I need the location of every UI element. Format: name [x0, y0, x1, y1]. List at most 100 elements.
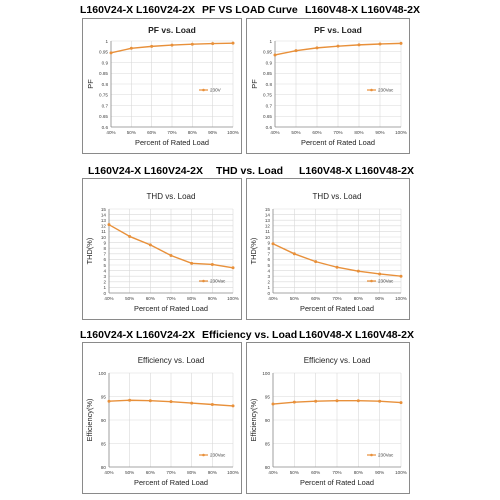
section-title-center: PF VS LOAD Curve — [202, 4, 298, 16]
data-point — [378, 42, 382, 46]
x-tick-label: 90% — [375, 470, 384, 475]
y-axis-label: Efficiency(%) — [249, 399, 258, 442]
y-tick-label: 0.6 — [102, 125, 109, 130]
x-tick-label: 50% — [290, 470, 299, 475]
x-tick-label: 100% — [395, 130, 407, 135]
y-tick-label: 2 — [103, 280, 106, 285]
data-point — [292, 400, 296, 404]
chart-title: PF vs. Load — [314, 25, 362, 35]
y-axis-label: PF — [86, 79, 95, 89]
chart-panel-thd-24: THD vs. Load 0 1 2 3 4 5 6 7 8 9 10 11 12 13 14 15 40% 50%… — [82, 178, 242, 320]
data-point — [271, 402, 275, 406]
efficiency-chart-left: Efficiency vs. Load 80 85 90 95 100 40% 50% 60% 7… — [85, 356, 239, 487]
y-tick-label: 4 — [103, 268, 106, 273]
legend-label: 230Vac — [210, 279, 226, 284]
y-tick-label: 5 — [103, 263, 106, 268]
data-point — [210, 262, 214, 266]
data-point — [399, 274, 403, 278]
y-tick-label: 0.9 — [102, 60, 109, 65]
data-point — [399, 401, 403, 405]
y-tick-label: 15 — [101, 207, 107, 212]
y-tick-label: 13 — [101, 218, 107, 223]
data-point — [356, 269, 360, 273]
y-tick-label: 85 — [101, 441, 107, 446]
x-tick-label: 60% — [312, 130, 321, 135]
y-tick-label: 15 — [265, 207, 271, 212]
y-tick-label: 8 — [103, 246, 106, 251]
y-tick-label: 7 — [267, 252, 270, 257]
section-title-right: L160V48-X L160V48-2X — [305, 4, 420, 16]
y-tick-label: 10 — [265, 235, 271, 240]
section-title-row: L160V24-X L160V24-2X PF VS LOAD Curve L1… — [80, 2, 420, 18]
x-tick-label: 90% — [208, 470, 217, 475]
y-tick-label: 3 — [103, 274, 106, 279]
data-point — [378, 399, 382, 403]
x-axis-label: Percent of Rated Load — [134, 304, 208, 313]
x-tick-label: 60% — [146, 470, 155, 475]
section-title-right: L160V48-X L160V48-2X — [299, 329, 414, 341]
data-point — [129, 46, 133, 50]
x-tick-label: 70% — [166, 470, 175, 475]
y-tick-label: 0.95 — [99, 50, 108, 55]
data-point — [148, 399, 152, 403]
x-axis-label: Percent of Rated Load — [300, 478, 374, 487]
x-tick-label: 100% — [395, 470, 407, 475]
x-tick-label: 100% — [395, 296, 407, 301]
y-tick-label: 95 — [101, 394, 107, 399]
legend-marker — [370, 453, 373, 457]
data-point — [128, 234, 132, 238]
y-tick-label: 0.65 — [99, 114, 108, 119]
legend-label: 230Vac — [378, 279, 394, 284]
x-tick-label: 90% — [208, 130, 217, 135]
legend-label: 230Vac — [378, 453, 394, 458]
data-point — [231, 41, 235, 45]
y-tick-label: 0.8 — [102, 82, 109, 87]
data-point — [231, 404, 235, 408]
x-tick-label: 60% — [147, 130, 156, 135]
chart-panel-pf-48: PF vs. Load 0.6 0.65 0.7 0.75 0.8 0.85 0.9 0.95 1… — [246, 18, 410, 154]
y-tick-label: 80 — [265, 465, 271, 470]
x-axis-label: Percent of Rated Load — [300, 304, 374, 313]
y-tick-label: 1 — [103, 285, 106, 290]
data-point — [169, 400, 173, 404]
legend-marker — [202, 279, 205, 283]
y-tick-label: 3 — [267, 274, 270, 279]
y-tick-label: 0.7 — [102, 103, 109, 108]
data-point — [314, 260, 318, 264]
data-point — [273, 53, 277, 57]
x-tick-label: 80% — [188, 130, 197, 135]
legend-label: 230Vac — [378, 88, 394, 93]
y-tick-label: 100 — [98, 371, 106, 376]
x-tick-label: 50% — [291, 130, 300, 135]
y-tick-label: 2 — [267, 280, 270, 285]
x-tick-label: 80% — [354, 296, 363, 301]
chart-panel-thd-48: THD vs. Load 0 1 2 3 4 5 6 7 8 9 10 11 12 13 14 15 40% 50%… — [246, 178, 410, 320]
data-point — [271, 242, 275, 246]
chart-title: PF vs. Load — [148, 25, 196, 35]
section-title-center: Efficiency vs. Load — [202, 329, 298, 341]
section-title-right: L160V48-X L160V48-2X — [299, 165, 414, 177]
y-axis-label: THD(%) — [85, 238, 94, 265]
y-tick-label: 0.8 — [266, 82, 273, 87]
legend-label: 230Vac — [210, 453, 226, 458]
section-title-left: L160V24-X L160V24-2X — [80, 329, 195, 341]
y-tick-label: 90 — [101, 418, 107, 423]
y-tick-label: 9 — [267, 240, 270, 245]
x-tick-label: 40% — [104, 470, 113, 475]
data-point — [211, 42, 215, 46]
x-tick-label: 100% — [227, 296, 239, 301]
legend-marker — [370, 88, 373, 92]
data-point — [335, 399, 339, 403]
legend-label: 230V — [210, 88, 222, 93]
y-tick-label: 0.95 — [263, 50, 272, 55]
y-tick-label: 14 — [101, 212, 107, 217]
x-tick-label: 80% — [354, 130, 363, 135]
x-tick-label: 50% — [290, 296, 299, 301]
chart-panel-pf-24: PF vs. Load 0.6 0.65 0.7 0.75 0.8 0.85 0.9 0.95 1… — [82, 18, 242, 154]
x-tick-label: 80% — [187, 296, 196, 301]
data-point — [399, 41, 403, 45]
y-tick-label: 6 — [267, 257, 270, 262]
y-tick-label: 8 — [267, 246, 270, 251]
y-tick-label: 4 — [267, 268, 270, 273]
chart-panel-eff-48: Efficiency vs. Load 80 85 90 95 100 40% 50% 60% 7… — [246, 342, 410, 494]
